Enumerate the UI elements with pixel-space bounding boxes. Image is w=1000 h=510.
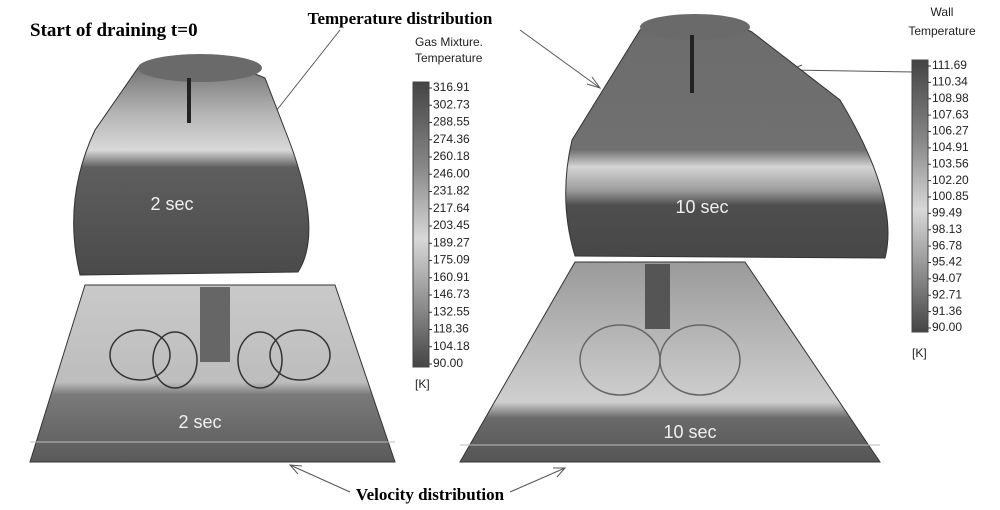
legend-label: 106.27 (932, 124, 969, 138)
legend-label: 146.73 (433, 287, 470, 301)
legend-label: 90.00 (932, 320, 962, 334)
dome-cap (138, 54, 262, 82)
nozzle (200, 287, 230, 362)
legend-title: Temperature (415, 51, 483, 65)
panel-label: 10 sec (675, 197, 728, 217)
legend-label: 175.09 (433, 253, 470, 267)
temperature-panel (565, 17, 889, 259)
legend-label: 189.27 (433, 235, 470, 249)
legend-label: 111.69 (932, 58, 967, 72)
legend-unit: [K] (912, 346, 927, 360)
temperature-annotation: Temperature distribution (308, 9, 493, 28)
legend-label: 231.82 (433, 184, 470, 198)
legend-label: 107.63 (932, 107, 969, 121)
legend-title: Temperature (908, 24, 976, 38)
legend-title: Wall (931, 5, 954, 19)
legend-label: 302.73 (433, 97, 470, 111)
legend-unit: [K] (415, 377, 430, 391)
colorbar (911, 59, 929, 333)
legend-label: 98.13 (932, 222, 962, 236)
temperature-panel (73, 59, 310, 276)
legend-label: 95.42 (932, 255, 962, 269)
legend-label: 96.78 (932, 238, 962, 252)
vortices (109, 329, 331, 389)
legend-label: 104.91 (932, 140, 969, 154)
velocity-annotation: Velocity distribution (356, 485, 505, 504)
velocity-panel (459, 261, 881, 463)
panel-label: 2 sec (150, 194, 193, 214)
legend-label: 94.07 (932, 271, 962, 285)
legend-label: 160.91 (433, 270, 470, 284)
legend-label: 288.55 (433, 115, 470, 129)
vortices (579, 324, 741, 396)
legend-label: 274.36 (433, 132, 470, 146)
legend-label: 118.36 (433, 322, 469, 336)
legend-label: 217.64 (433, 201, 470, 215)
legend-label: 92.71 (932, 287, 962, 301)
legend-label: 108.98 (932, 91, 969, 105)
legend-label: 102.20 (932, 173, 969, 187)
legend-label: 110.34 (932, 75, 968, 89)
panel-label: 10 sec (663, 422, 716, 442)
title: Start of draining t=0 (30, 20, 198, 41)
legend-label: 90.00 (433, 356, 463, 370)
legend-label: 316.91 (433, 80, 470, 94)
legend-label: 260.18 (433, 149, 470, 163)
nozzle (187, 78, 191, 123)
legend-label: 246.00 (433, 166, 470, 180)
legend-label: 103.56 (932, 156, 969, 170)
nozzle (690, 35, 694, 93)
legend-title: Gas Mixture. (415, 35, 483, 49)
legend-label: 104.18 (433, 339, 470, 353)
dome-cap (640, 14, 750, 40)
panel-label: 2 sec (178, 412, 221, 432)
legend-label: 132.55 (433, 304, 470, 318)
legend-label: 203.45 (433, 218, 470, 232)
colorbar (412, 81, 430, 368)
nozzle (645, 264, 670, 329)
velocity-panel (29, 284, 396, 463)
legend-label: 99.49 (932, 206, 962, 220)
legend-label: 91.36 (932, 304, 962, 318)
legend-label: 100.85 (932, 189, 969, 203)
